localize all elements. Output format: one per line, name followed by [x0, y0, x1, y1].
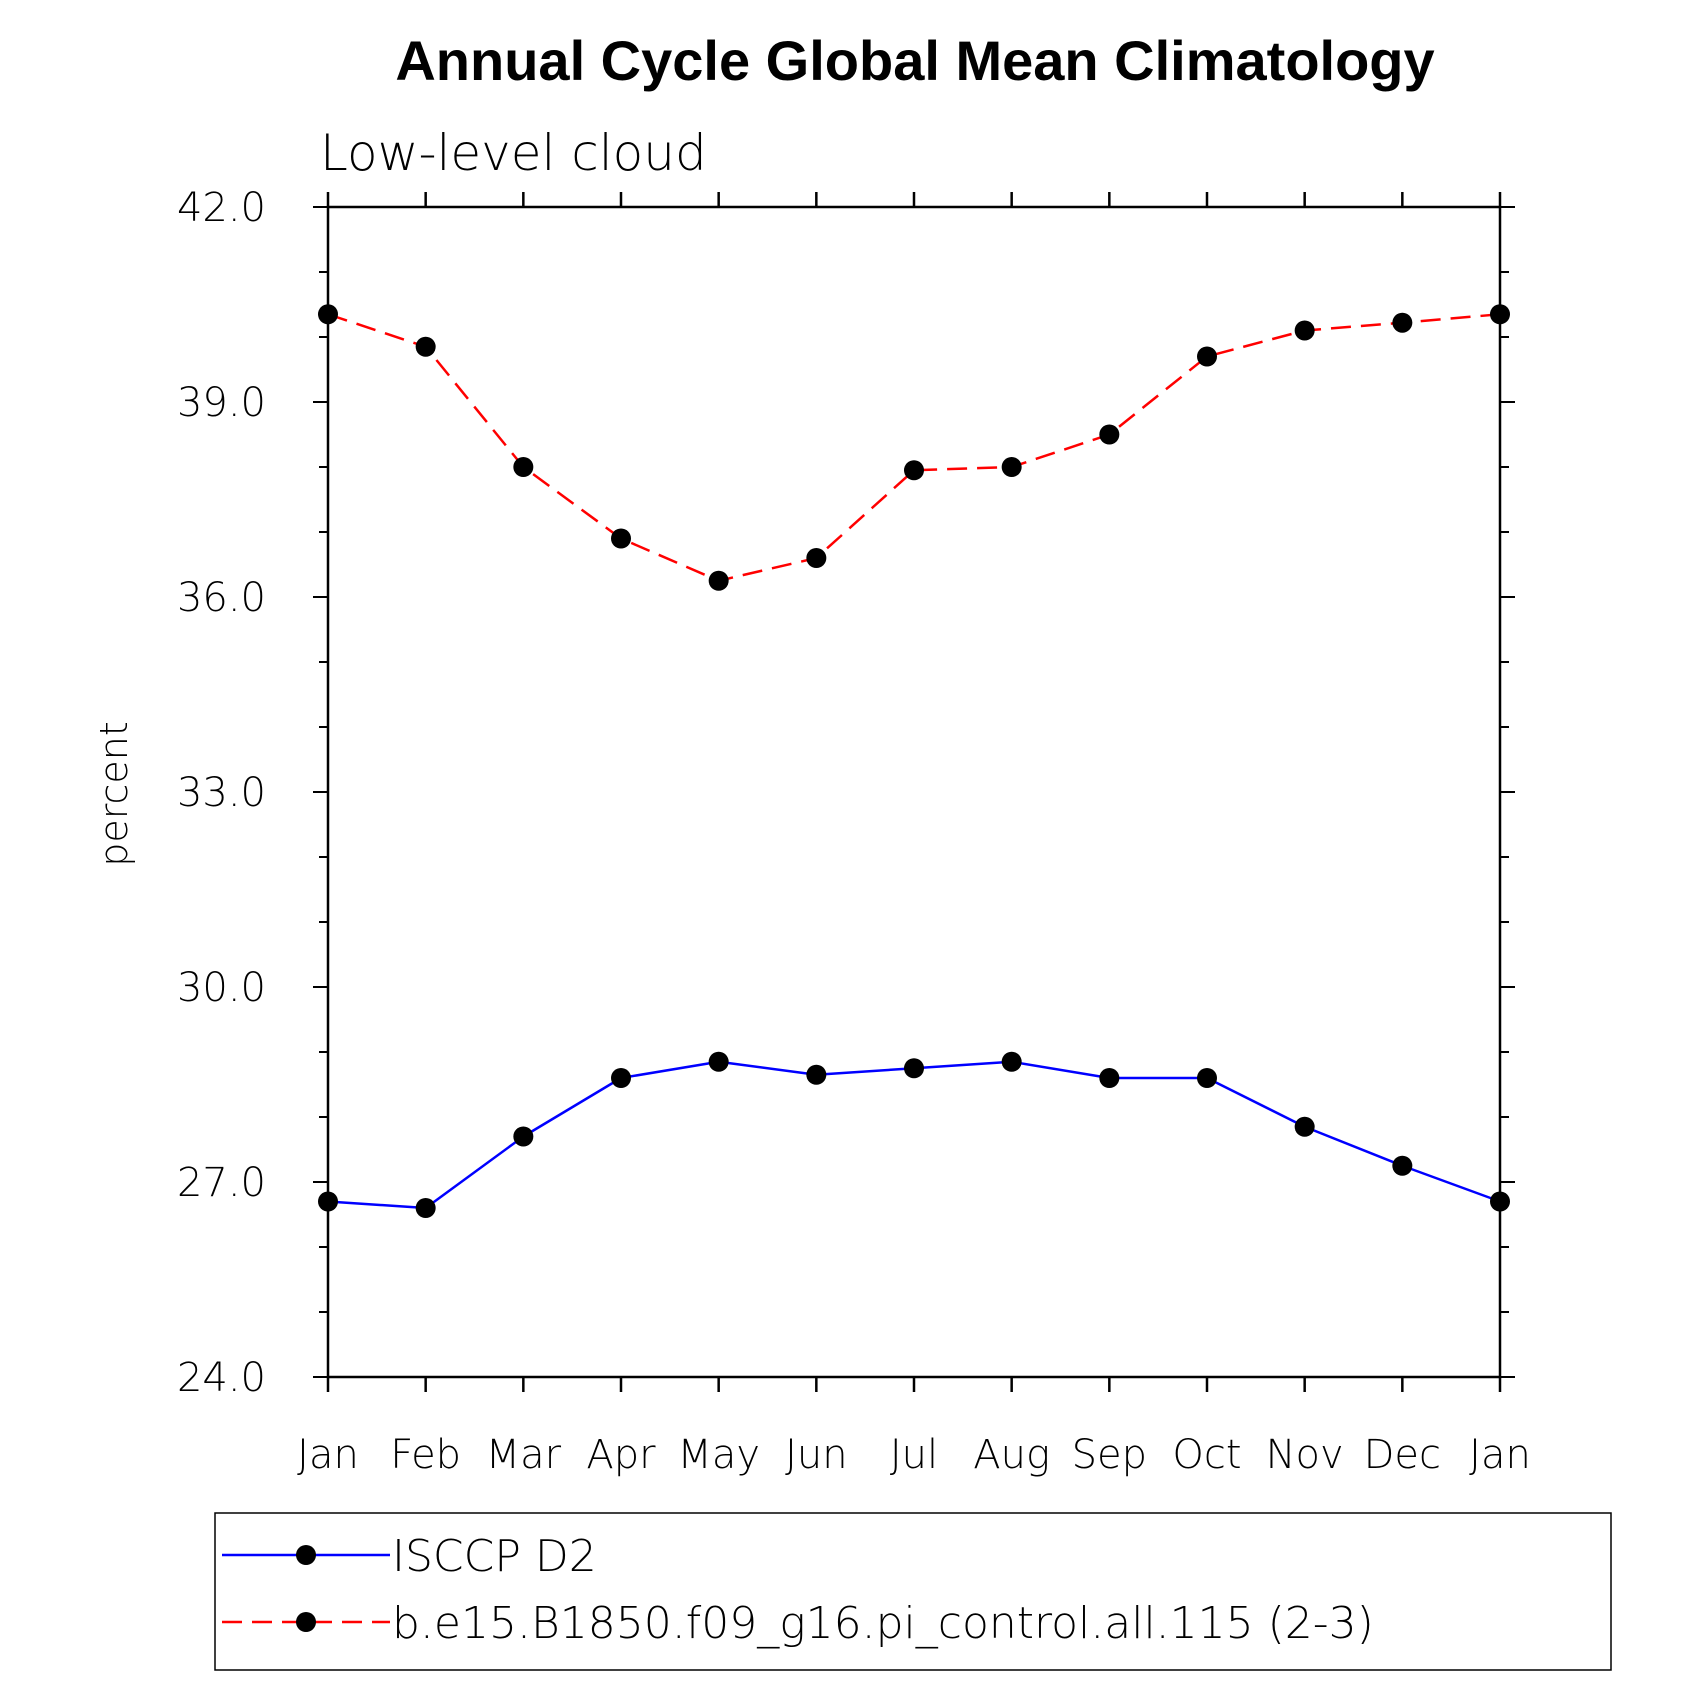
series-1-point — [513, 1126, 534, 1147]
series-1-point — [806, 1064, 827, 1085]
series-1-point — [1294, 1116, 1315, 1137]
series-2-point — [1001, 457, 1022, 477]
y-tick-label: 27.0 — [177, 1160, 266, 1206]
x-tick-label: Dec — [1364, 1432, 1441, 1478]
y-tick-labels: 24.0 27.0 30.0 33.0 36.0 39.0 42.0 — [177, 185, 266, 1401]
axis-ticks — [313, 192, 1515, 1392]
legend-entries: ISCCP D2 b.e15.B1850.f09_g16.pi_control.a… — [222, 1531, 1374, 1649]
series-2-point — [904, 460, 924, 481]
x-tick-label: Apr — [586, 1432, 656, 1478]
x-tick-label: Nov — [1266, 1432, 1344, 1478]
series-2-point — [1294, 320, 1315, 341]
legend-label: ISCCP D2 — [392, 1531, 597, 1582]
series-2-point — [513, 457, 534, 477]
x-tick-label: Feb — [390, 1432, 461, 1478]
series-1-point — [708, 1051, 729, 1072]
x-tick-label: Jan — [1469, 1432, 1531, 1478]
series-1-line — [327, 1060, 1501, 1210]
legend-marker — [296, 1612, 316, 1632]
series-1-point — [1099, 1068, 1120, 1088]
legend-marker — [296, 1545, 316, 1565]
x-tick-label: Aug — [973, 1432, 1050, 1478]
y-tick-label: 39.0 — [177, 380, 266, 426]
y-tick-label: 33.0 — [177, 770, 266, 816]
x-tick-label: Mar — [486, 1432, 562, 1478]
series-1-point — [904, 1058, 924, 1079]
y-axis-label: percent — [92, 721, 136, 867]
y-tick-label: 30.0 — [177, 965, 266, 1011]
legend-box — [214, 1512, 1612, 1671]
series-2-point — [415, 336, 436, 357]
series-2-point — [806, 548, 827, 568]
legend: ISCCP D2 b.e15.B1850.f09_g16.pi_control.a… — [214, 1512, 1612, 1671]
series-1-point — [318, 1191, 338, 1212]
legend-entry: b.e15.B1850.f09_g16.pi_control.all.115 (… — [222, 1598, 1374, 1649]
series-2-point — [1392, 312, 1413, 333]
x-tick-labels: Jan Feb Mar Apr May Jun Jul Aug Sep Oct Nov Dec Jan — [297, 1432, 1531, 1478]
plot-frame — [326, 205, 1502, 1379]
series-1-point — [1197, 1068, 1217, 1088]
series-1-point — [1490, 1191, 1510, 1212]
series-layer — [318, 304, 1510, 1218]
y-tick-label: 24.0 — [177, 1355, 266, 1401]
series-2-point — [318, 304, 338, 325]
series-1-point — [611, 1068, 631, 1088]
series-2-point — [708, 570, 729, 591]
y-tick-label: 42.0 — [177, 185, 266, 231]
chart-subtitle: Low-level cloud — [320, 124, 707, 182]
series-2-line — [327, 313, 1501, 582]
legend-label: b.e15.B1850.f09_g16.pi_control.all.115 (… — [392, 1598, 1374, 1649]
series-1-point — [1392, 1155, 1413, 1176]
series-2-point — [611, 528, 631, 549]
x-tick-label: Jun — [785, 1432, 848, 1478]
series-2-point — [1099, 424, 1120, 445]
legend-entry: ISCCP D2 — [222, 1531, 597, 1582]
chart-title: Annual Cycle Global Mean Climatology — [395, 29, 1434, 92]
series-2-point — [1197, 346, 1217, 367]
x-tick-label: Sep — [1072, 1432, 1147, 1478]
series-1-point — [415, 1198, 436, 1218]
x-tick-label: May — [677, 1432, 760, 1478]
x-tick-label: Oct — [1172, 1432, 1241, 1478]
x-tick-label: Jul — [890, 1432, 938, 1478]
x-tick-label: Jan — [297, 1432, 359, 1478]
series-2-point — [1490, 304, 1510, 325]
y-tick-label: 36.0 — [177, 575, 266, 621]
series-1-point — [1001, 1051, 1022, 1072]
